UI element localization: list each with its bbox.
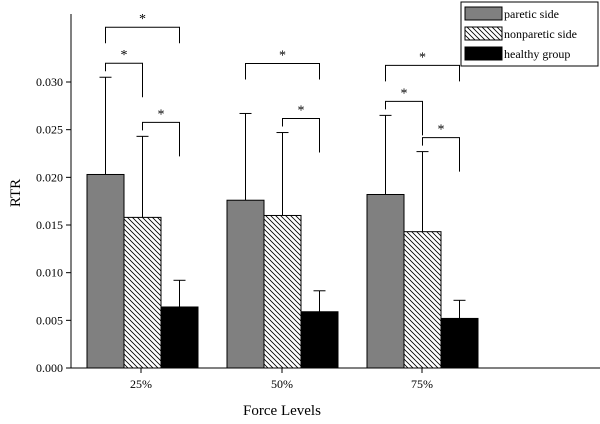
bar-paretic-side-50	[226, 199, 265, 369]
bar-paretic-side-75	[366, 193, 405, 369]
significance-star: *	[419, 50, 426, 65]
legend-swatch-healthy-group	[464, 46, 503, 61]
legend: paretic side nonparetic side healthy group	[460, 1, 599, 67]
y-tick-label: 0.010	[36, 266, 63, 280]
significance-star: *	[438, 123, 445, 138]
significance-bracket	[385, 64, 460, 82]
x-tick-label: 50%	[271, 377, 293, 391]
legend-swatch-nonparetic-side	[464, 26, 503, 41]
x-tick-label: 25%	[130, 377, 152, 391]
significance-bracket	[105, 26, 180, 44]
bars	[86, 173, 479, 369]
bar-healthy-group-25	[160, 306, 199, 369]
y-tick-label: 0.005	[36, 313, 63, 327]
bar-nonparetic-side-25	[123, 216, 162, 369]
significance-star: *	[139, 12, 146, 27]
y-tick-label: 0.015	[36, 218, 63, 232]
y-tick-label: 0.000	[36, 361, 63, 375]
significance-bracket	[385, 100, 423, 136]
bar-nonparetic-side-50	[263, 214, 302, 369]
x-axis-title: Force Levels	[243, 403, 321, 419]
significance-bracket	[142, 121, 180, 157]
legend-label-paretic-side: paretic side	[504, 7, 559, 21]
y-tick-label: 0.030	[36, 75, 63, 89]
bar-healthy-group-75	[440, 317, 479, 369]
significance-star: *	[298, 104, 305, 119]
y-tick-label: 0.025	[36, 123, 63, 137]
bar-healthy-group-50	[300, 311, 339, 369]
bar-nonparetic-side-75	[403, 231, 442, 369]
y-tick-label: 0.020	[36, 170, 63, 184]
plot-area: 0.000 0.005 0.010 0.015 0.020 0.025 0.030 25% 5…	[36, 12, 600, 391]
significance-bracket	[422, 137, 460, 172]
significance-star: *	[158, 107, 165, 122]
x-axis-ticks: 25% 50% 75%	[130, 368, 433, 391]
y-axis-ticks: 0.000 0.005 0.010 0.015 0.020 0.025 0.030	[36, 75, 71, 375]
legend-label-healthy-group: healthy group	[504, 47, 570, 61]
significance-bracket	[282, 118, 320, 153]
significance-bracket	[105, 62, 143, 98]
significance-star: *	[401, 86, 408, 101]
bar-paretic-side-25	[86, 173, 125, 369]
legend-swatch-paretic-side	[464, 6, 503, 21]
significance-star: *	[121, 48, 128, 63]
y-axis-title: RTR	[8, 179, 24, 207]
significance-bracket	[245, 62, 320, 80]
significance-brackets: * * * * * * * *	[105, 12, 460, 172]
x-tick-label: 75%	[411, 377, 433, 391]
significance-star: *	[279, 48, 286, 63]
error-bars	[99, 76, 466, 319]
legend-label-nonparetic-side: nonparetic side	[504, 27, 577, 41]
